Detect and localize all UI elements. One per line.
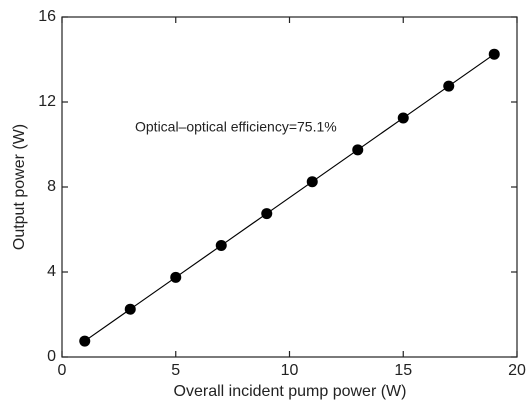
y-tick-label: 16 xyxy=(38,8,56,25)
x-tick-label: 0 xyxy=(58,362,67,379)
y-axis-label: Output power (W) xyxy=(11,124,28,250)
x-tick-label: 15 xyxy=(394,362,412,379)
y-tick-label: 4 xyxy=(47,263,56,280)
y-tick-label: 0 xyxy=(47,348,56,365)
annotation: Optical–optical efficiency=75.1% xyxy=(135,119,337,135)
data-point xyxy=(261,208,273,220)
x-tick-label: 5 xyxy=(171,362,180,379)
data-point xyxy=(215,239,227,251)
data-point xyxy=(443,80,455,92)
x-tick-label: 20 xyxy=(508,362,526,379)
data-point xyxy=(352,144,364,156)
y-tick-label: 12 xyxy=(38,93,56,110)
y-tick-label: 8 xyxy=(47,178,56,195)
data-point xyxy=(124,303,136,315)
data-point xyxy=(79,335,91,347)
data-point xyxy=(306,176,318,188)
data-point xyxy=(397,112,409,124)
data-point xyxy=(488,48,500,60)
x-tick-label: 10 xyxy=(281,362,299,379)
x-axis-label: Overall incident pump power (W) xyxy=(174,383,407,400)
fit-line xyxy=(84,53,495,342)
data-point xyxy=(170,271,182,283)
